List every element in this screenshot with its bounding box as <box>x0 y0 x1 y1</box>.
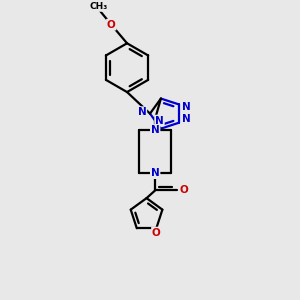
Text: N: N <box>155 116 164 126</box>
Text: N: N <box>151 168 160 178</box>
Text: N: N <box>151 125 160 135</box>
Text: O: O <box>107 20 116 30</box>
Text: CH₃: CH₃ <box>89 2 107 11</box>
Text: O: O <box>152 227 161 238</box>
Text: N: N <box>182 114 191 124</box>
Text: O: O <box>179 185 188 195</box>
Text: N: N <box>138 107 146 117</box>
Text: N: N <box>182 102 191 112</box>
